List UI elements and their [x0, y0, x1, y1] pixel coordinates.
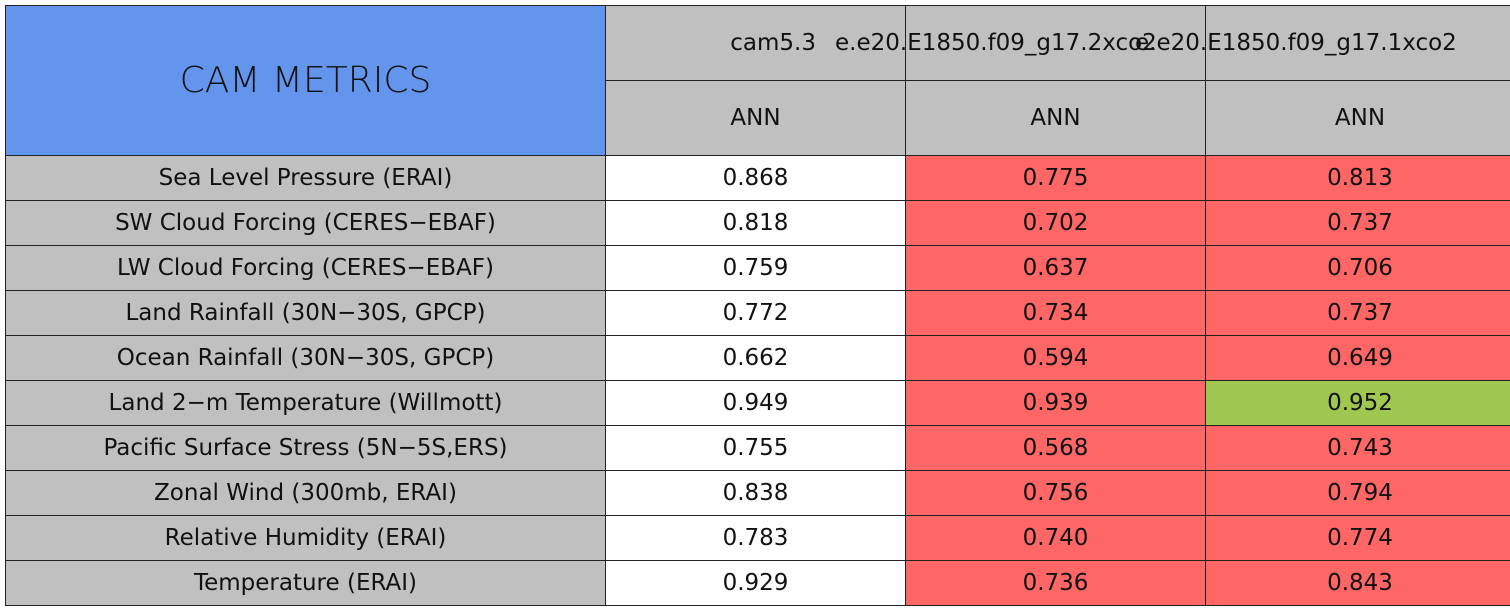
metric-cell: 0.794 — [1205, 470, 1510, 516]
column-name-text: e.e20.E1850.f09_g17.2xco2 — [835, 30, 1157, 56]
metric-cell: 0.702 — [905, 200, 1206, 246]
metric-cell-text: 0.740 — [1022, 525, 1089, 551]
column-name: e.e20.E1850.f09_g17.1xco2 — [1135, 5, 1457, 81]
column-name-text: cam5.3 — [730, 30, 816, 56]
metric-cell-text: 0.594 — [1022, 345, 1089, 371]
row-label: Land Rainfall (30N−30S, GPCP) — [5, 290, 606, 336]
metric-cell: 0.737 — [1205, 290, 1510, 336]
metric-cell-text: 0.952 — [1327, 390, 1393, 416]
metric-cell: 0.736 — [905, 560, 1206, 606]
row-label: Land 2−m Temperature (Willmott) — [5, 380, 606, 426]
metric-cell-text: 0.818 — [722, 210, 789, 236]
row-label-text: Zonal Wind (300mb, ERAI) — [154, 480, 457, 506]
period-header-text: ANN — [730, 105, 781, 131]
row-label-text: Ocean Rainfall (30N−30S, GPCP) — [116, 345, 495, 371]
metric-cell: 0.662 — [605, 335, 906, 381]
metric-cell-text: 0.868 — [722, 165, 789, 191]
metric-cell-text: 0.706 — [1327, 255, 1393, 281]
metric-cell: 0.756 — [905, 470, 1206, 516]
period-header: ANN — [905, 80, 1206, 156]
metric-cell-text: 0.783 — [722, 525, 789, 551]
column-name-text: e.e20.E1850.f09_g17.1xco2 — [1135, 30, 1457, 56]
metric-cell: 0.737 — [1205, 200, 1510, 246]
metric-cell-text: 0.662 — [722, 345, 789, 371]
row-label-text: Temperature (ERAI) — [193, 570, 418, 596]
metric-cell-text: 0.737 — [1327, 300, 1393, 326]
metric-cell-text: 0.743 — [1327, 435, 1393, 461]
metric-cell-text: 0.737 — [1327, 210, 1393, 236]
metric-cell: 0.783 — [605, 515, 906, 561]
metric-cell: 0.759 — [605, 245, 906, 291]
row-label-text: Relative Humidity (ERAI) — [164, 525, 447, 551]
row-label: SW Cloud Forcing (CERES−EBAF) — [5, 200, 606, 246]
metric-cell-text: 0.939 — [1022, 390, 1089, 416]
title-cell: CAM METRICS — [5, 5, 606, 156]
metric-cell: 0.740 — [905, 515, 1206, 561]
metric-cell-text: 0.649 — [1327, 345, 1393, 371]
metric-cell: 0.775 — [905, 155, 1206, 201]
metric-cell-text: 0.734 — [1022, 300, 1089, 326]
row-label: Pacific Surface Stress (5N−5S,ERS) — [5, 425, 606, 471]
column-name: e.e20.E1850.f09_g17.2xco2 — [835, 5, 1157, 81]
metric-cell-text: 0.775 — [1022, 165, 1089, 191]
metric-cell: 0.774 — [1205, 515, 1510, 561]
metric-cell: 0.755 — [605, 425, 906, 471]
metric-cell: 0.813 — [1205, 155, 1510, 201]
metric-cell-text: 0.813 — [1327, 165, 1393, 191]
row-label: Sea Level Pressure (ERAI) — [5, 155, 606, 201]
metric-cell-text: 0.568 — [1022, 435, 1089, 461]
title-cell-text: CAM METRICS — [179, 60, 432, 101]
row-label-text: SW Cloud Forcing (CERES−EBAF) — [115, 210, 496, 236]
metric-cell-text: 0.637 — [1022, 255, 1089, 281]
row-label: Ocean Rainfall (30N−30S, GPCP) — [5, 335, 606, 381]
row-label-text: LW Cloud Forcing (CERES−EBAF) — [117, 255, 494, 281]
period-header: ANN — [605, 80, 906, 156]
row-label-text: Land 2−m Temperature (Willmott) — [108, 390, 503, 416]
period-header-text: ANN — [1334, 105, 1386, 131]
metric-cell-text: 0.755 — [722, 435, 789, 461]
metric-cell-text: 0.772 — [722, 300, 789, 326]
metric-cell: 0.637 — [905, 245, 1206, 291]
column-header — [605, 5, 906, 81]
metric-cell-text: 0.794 — [1327, 480, 1393, 506]
metric-cell: 0.838 — [605, 470, 906, 516]
period-header-text: ANN — [1030, 105, 1081, 131]
period-header: ANN — [1205, 80, 1510, 156]
metric-cell-text: 0.702 — [1022, 210, 1089, 236]
metric-cell-text: 0.736 — [1022, 570, 1089, 596]
metric-cell: 0.952 — [1205, 380, 1510, 426]
metric-cell-text: 0.838 — [722, 480, 789, 506]
metric-cell: 0.772 — [605, 290, 906, 336]
metric-cell-text: 0.949 — [722, 390, 789, 416]
row-label: LW Cloud Forcing (CERES−EBAF) — [5, 245, 606, 291]
metric-cell: 0.734 — [905, 290, 1206, 336]
metric-cell-text: 0.756 — [1022, 480, 1089, 506]
metric-cell: 0.706 — [1205, 245, 1510, 291]
metric-cell: 0.949 — [605, 380, 906, 426]
metric-cell-text: 0.929 — [722, 570, 789, 596]
column-header — [905, 5, 1206, 81]
metric-cell: 0.594 — [905, 335, 1206, 381]
column-name: cam5.3 — [605, 5, 906, 81]
metric-cell: 0.743 — [1205, 425, 1510, 471]
metric-cell-text: 0.759 — [722, 255, 789, 281]
metric-cell: 0.843 — [1205, 560, 1510, 606]
metric-cell: 0.929 — [605, 560, 906, 606]
metric-cell: 0.818 — [605, 200, 906, 246]
row-label: Temperature (ERAI) — [5, 560, 606, 606]
row-label: Relative Humidity (ERAI) — [5, 515, 606, 561]
metric-cell-text: 0.843 — [1327, 570, 1393, 596]
row-label-text: Land Rainfall (30N−30S, GPCP) — [125, 300, 486, 326]
metric-cell: 0.649 — [1205, 335, 1510, 381]
row-label: Zonal Wind (300mb, ERAI) — [5, 470, 606, 516]
row-label-text: Sea Level Pressure (ERAI) — [158, 165, 453, 191]
metric-cell: 0.939 — [905, 380, 1206, 426]
column-header — [1205, 5, 1510, 81]
metric-cell-text: 0.774 — [1327, 525, 1393, 551]
metric-cell: 0.868 — [605, 155, 906, 201]
metric-cell: 0.568 — [905, 425, 1206, 471]
row-label-text: Pacific Surface Stress (5N−5S,ERS) — [103, 435, 508, 461]
